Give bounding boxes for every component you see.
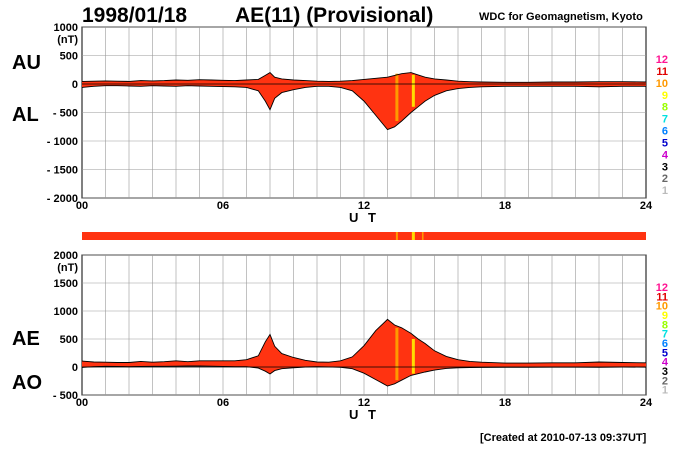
station-number: 9 (662, 310, 668, 322)
al-label: AL (12, 104, 39, 126)
station-number: 6 (662, 126, 668, 138)
x-tick-label: 18 (499, 397, 511, 409)
ao-label: AO (12, 372, 42, 394)
area-fill (82, 319, 646, 386)
x-tick-label: 06 (217, 397, 229, 409)
highlight-stripe (411, 74, 415, 107)
y-tick-label: - 1000 (47, 136, 78, 148)
chart-panel-1 (81, 26, 647, 199)
y-tick-label: 2000 (54, 250, 78, 262)
y-tick-label: - 500 (53, 108, 78, 120)
station-number: 3 (662, 161, 668, 173)
series-line-ae (81, 318, 647, 364)
station-number: 10 (656, 78, 668, 90)
station-number: 12 (656, 54, 668, 66)
highlight-stripe (395, 73, 399, 122)
unit-label: (nT) (57, 262, 78, 274)
station-number: 9 (662, 90, 668, 102)
station-number: 4 (662, 357, 669, 369)
x-tick-label: 24 (640, 200, 653, 212)
station-number: 8 (662, 102, 668, 114)
org-label: WDC for Geomagnetism, Kyoto (479, 11, 643, 23)
station-number: 3 (662, 366, 668, 378)
availability-mark (421, 232, 424, 240)
highlight-stripe (411, 339, 415, 374)
y-tick-label: 1500 (54, 278, 78, 290)
highlight-stripe (395, 327, 399, 381)
station-number: 7 (662, 114, 668, 126)
station-availability-bar (82, 232, 646, 240)
created-timestamp: [Created at 2010-07-13 09:37UT] (480, 432, 647, 444)
index-title: AE(11) (Provisional) (235, 4, 434, 27)
x-tick-label: 18 (499, 200, 511, 212)
station-number: 10 (656, 301, 668, 313)
station-number: 12 (656, 282, 668, 294)
y-tick-label: 0 (72, 79, 78, 91)
y-tick-label: - 500 (53, 390, 78, 402)
y-tick-label: 500 (60, 51, 78, 63)
y-tick-label: - 1500 (47, 165, 78, 177)
station-number: 11 (656, 291, 668, 303)
series-line-au (81, 72, 647, 83)
series-line-al (81, 85, 646, 131)
station-number: 1 (662, 385, 668, 397)
station-number: 4 (662, 149, 669, 161)
y-tick-label: 1000 (54, 306, 78, 318)
station-number: 1 (662, 185, 668, 197)
station-number: 5 (662, 347, 668, 359)
x-tick-label: 12 (358, 200, 370, 212)
unit-label: (nT) (57, 34, 78, 46)
x-tick-label: 24 (640, 397, 653, 409)
station-number: 2 (662, 173, 668, 185)
x-tick-label: 12 (358, 397, 370, 409)
station-number: 7 (662, 329, 668, 341)
x-axis-label: U T (349, 407, 379, 422)
availability-mark (395, 232, 398, 240)
x-tick-label: 06 (217, 200, 229, 212)
x-tick-label: 00 (76, 200, 88, 212)
x-axis-label: U T (349, 210, 379, 225)
y-tick-label: - 2000 (47, 193, 78, 205)
x-tick-label: 00 (76, 397, 88, 409)
y-tick-label: 1000 (54, 22, 78, 34)
availability-mark (411, 232, 415, 240)
date-title: 1998/01/18 (82, 4, 188, 27)
y-tick-label: 0 (72, 362, 78, 374)
au-label: AU (12, 52, 41, 74)
ae-label: AE (12, 328, 40, 350)
chart-panel-2 (81, 254, 647, 396)
station-number: 8 (662, 319, 668, 331)
station-number: 6 (662, 338, 668, 350)
y-tick-label: 500 (60, 334, 78, 346)
station-number: 2 (662, 375, 668, 387)
station-number: 5 (662, 137, 668, 149)
station-number: 11 (656, 66, 668, 78)
